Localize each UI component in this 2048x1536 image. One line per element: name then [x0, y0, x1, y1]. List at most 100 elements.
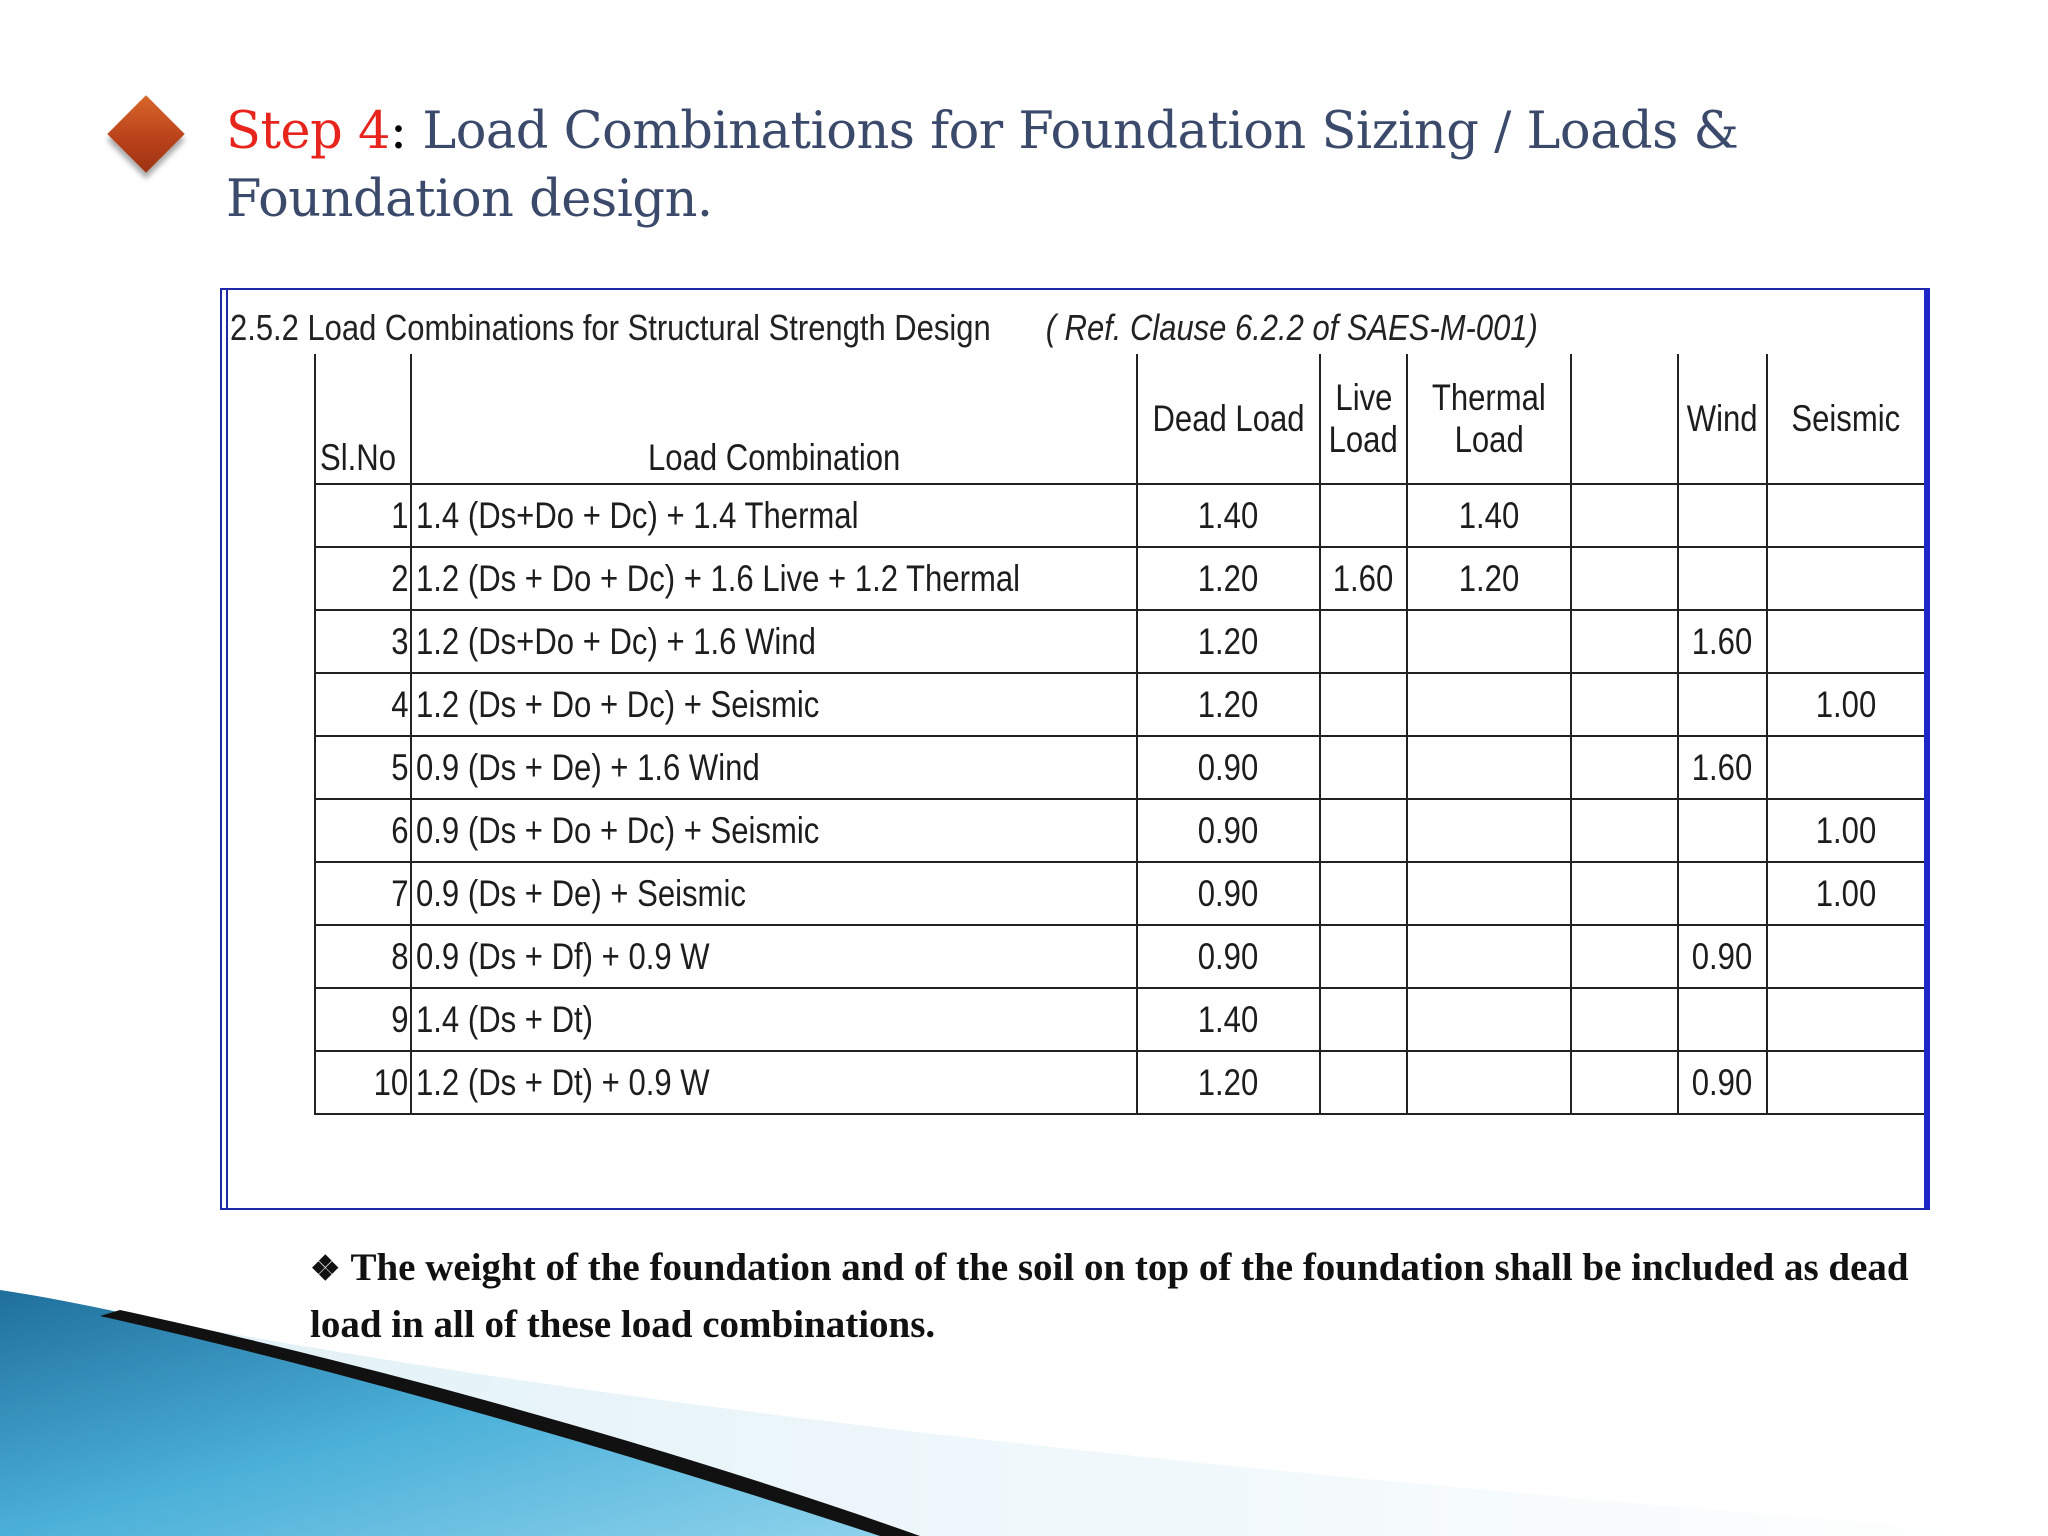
cell-sl-no: 10: [313, 1050, 413, 1115]
cell-blank: [1570, 861, 1680, 926]
cell-seismic: [1765, 546, 1924, 611]
cell-live: [1318, 987, 1409, 1052]
table-header-row: Sl.No Load Combination Dead Load Live Loa…: [313, 354, 1924, 485]
cell-combination: 0.9 (Ds + Do + Dc) + Seismic: [410, 798, 1138, 863]
table-row: 1 1.4 (Ds+Do + Dc) + 1.4 Thermal 1.40 1.…: [313, 483, 1924, 548]
cell-seismic: 1.00: [1765, 798, 1924, 863]
cell-live: [1318, 798, 1409, 863]
title-step: Step 4: [226, 102, 390, 161]
cell-wind: [1677, 987, 1768, 1052]
table-row: 3 1.2 (Ds+Do + Dc) + 1.6 Wind 1.20 1.60: [313, 609, 1924, 674]
cell-combination: 0.9 (Ds + De) + 1.6 Wind: [410, 735, 1138, 800]
cell-wind: [1677, 861, 1768, 926]
cell-wind: [1677, 546, 1768, 611]
cell-combination: 1.2 (Ds + Do + Dc) + Seismic: [410, 672, 1138, 737]
cell-combination: 0.9 (Ds + De) + Seismic: [410, 861, 1138, 926]
slide-bullet-icon: [107, 95, 185, 173]
header-blank: [1570, 354, 1680, 485]
cell-thermal: [1406, 924, 1573, 989]
cell-live: [1318, 1050, 1409, 1115]
cell-seismic: 1.00: [1765, 861, 1924, 926]
cell-live: 1.60: [1318, 546, 1409, 611]
header-sl-no: Sl.No: [313, 354, 413, 485]
cell-live: [1318, 735, 1409, 800]
header-seismic: Seismic: [1765, 354, 1924, 485]
cell-dead: 1.40: [1135, 483, 1321, 548]
cell-thermal: 1.20: [1406, 546, 1573, 611]
cell-dead: 1.40: [1135, 987, 1321, 1052]
cell-wind: [1677, 798, 1768, 863]
table-row: 10 1.2 (Ds + Dt) + 0.9 W 1.20 0.90: [313, 1050, 1924, 1115]
cell-dead: 0.90: [1135, 798, 1321, 863]
cell-combination: 1.4 (Ds+Do + Dc) + 1.4 Thermal: [410, 483, 1138, 548]
cell-wind: [1677, 483, 1768, 548]
cell-wind: 1.60: [1677, 609, 1768, 674]
decorative-swoosh: [0, 1290, 2048, 1536]
cell-blank: [1570, 924, 1680, 989]
cell-thermal: [1406, 861, 1573, 926]
cell-wind: 0.90: [1677, 1050, 1768, 1115]
cell-seismic: 1.00: [1765, 672, 1924, 737]
cell-seismic: [1765, 987, 1924, 1052]
cell-sl-no: 7: [313, 861, 413, 926]
cell-blank: [1570, 735, 1680, 800]
cell-sl-no: 8: [313, 924, 413, 989]
cell-thermal: [1406, 735, 1573, 800]
header-thermal-load: Thermal Load: [1406, 354, 1573, 485]
cell-blank: [1570, 546, 1680, 611]
cell-live: [1318, 483, 1409, 548]
header-live-load: Live Load: [1318, 354, 1409, 485]
panel-heading-text: 2.5.2 Load Combinations for Structural S…: [230, 307, 991, 348]
cell-combination: 1.2 (Ds+Do + Dc) + 1.6 Wind: [410, 609, 1138, 674]
panel-reference: ( Ref. Clause 6.2.2 of SAES-M-001): [1045, 307, 1538, 348]
cell-sl-no: 3: [313, 609, 413, 674]
cell-sl-no: 4: [313, 672, 413, 737]
cell-sl-no: 5: [313, 735, 413, 800]
table-row: 7 0.9 (Ds + De) + Seismic 0.90 1.00: [313, 861, 1924, 926]
cell-blank: [1570, 798, 1680, 863]
cell-blank: [1570, 1050, 1680, 1115]
note-paragraph: ❖ The weight of the foundation and of the…: [310, 1240, 1970, 1352]
cell-live: [1318, 924, 1409, 989]
cell-dead: 0.90: [1135, 735, 1321, 800]
cell-sl-no: 9: [313, 987, 413, 1052]
table-row: 6 0.9 (Ds + Do + Dc) + Seismic 0.90 1.00: [313, 798, 1924, 863]
cell-wind: 0.90: [1677, 924, 1768, 989]
cell-combination: 1.4 (Ds + Dt): [410, 987, 1138, 1052]
cell-wind: 1.60: [1677, 735, 1768, 800]
table-row: 9 1.4 (Ds + Dt) 1.40: [313, 987, 1924, 1052]
cell-sl-no: 6: [313, 798, 413, 863]
cell-thermal: [1406, 798, 1573, 863]
header-wind: Wind: [1677, 354, 1768, 485]
load-combinations-table: Sl.No Load Combination Dead Load Live Loa…: [313, 354, 1924, 1115]
cell-live: [1318, 672, 1409, 737]
table-panel: 2.5.2 Load Combinations for Structural S…: [220, 288, 1930, 1210]
cell-thermal: [1406, 609, 1573, 674]
cell-thermal: [1406, 1050, 1573, 1115]
cell-blank: [1570, 672, 1680, 737]
table-row: 5 0.9 (Ds + De) + 1.6 Wind 0.90 1.60: [313, 735, 1924, 800]
cell-seismic: [1765, 1050, 1924, 1115]
cell-dead: 1.20: [1135, 609, 1321, 674]
cell-blank: [1570, 483, 1680, 548]
cell-combination: 0.9 (Ds + Df) + 0.9 W: [410, 924, 1138, 989]
cell-dead: 0.90: [1135, 924, 1321, 989]
cell-thermal: [1406, 672, 1573, 737]
cell-dead: 0.90: [1135, 861, 1321, 926]
cell-live: [1318, 609, 1409, 674]
cell-combination: 1.2 (Ds + Dt) + 0.9 W: [410, 1050, 1138, 1115]
cell-thermal: [1406, 987, 1573, 1052]
cell-dead: 1.20: [1135, 672, 1321, 737]
table-row: 4 1.2 (Ds + Do + Dc) + Seismic 1.20 1.00: [313, 672, 1924, 737]
title-colon: :: [389, 102, 407, 161]
slide-title: Step 4: Load Combinations for Foundation…: [226, 98, 1986, 234]
note-text: The weight of the foundation and of the …: [310, 1246, 1909, 1346]
cell-seismic: [1765, 483, 1924, 548]
cell-blank: [1570, 987, 1680, 1052]
cell-seismic: [1765, 735, 1924, 800]
header-dead-load: Dead Load: [1135, 354, 1321, 485]
cell-combination: 1.2 (Ds + Do + Dc) + 1.6 Live + 1.2 Ther…: [410, 546, 1138, 611]
cell-sl-no: 2: [313, 546, 413, 611]
diamond-bullet-icon: ❖: [310, 1251, 341, 1288]
cell-wind: [1677, 672, 1768, 737]
